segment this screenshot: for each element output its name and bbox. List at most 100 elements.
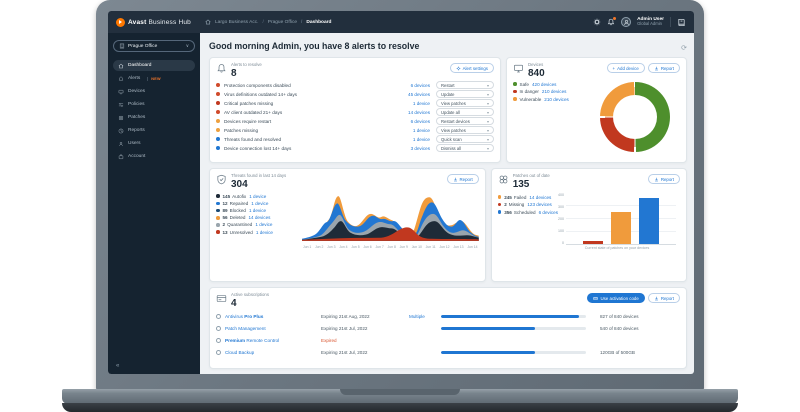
alert-row: Device connection lost 14+ days 3 device… (216, 144, 494, 153)
plus-icon: + (612, 65, 616, 71)
refresh-icon[interactable]: ⟳ (681, 45, 687, 52)
site-selector[interactable]: Prague Office ∨ (113, 40, 195, 52)
alert-action-select[interactable]: Dismiss all ▾ (436, 144, 494, 152)
devices-link[interactable]: 1 device (412, 127, 430, 133)
devices-link[interactable]: 1 device (251, 200, 269, 206)
gear-icon[interactable] (593, 18, 601, 26)
patch-icon (118, 115, 124, 120)
devices-link[interactable]: 420 devices (531, 81, 557, 87)
person-icon (623, 19, 629, 25)
alert-action-select[interactable]: Quick scan ▾ (436, 135, 494, 143)
avatar[interactable] (621, 17, 632, 27)
report-button[interactable]: Report (647, 293, 680, 303)
alert-action-select[interactable]: Restart ▾ (436, 81, 494, 89)
sidebar-collapse-button[interactable]: « (116, 363, 120, 369)
sliders-icon (118, 102, 124, 107)
devices-link[interactable]: 6 devices (410, 118, 430, 124)
usage-text: 827 of 840 devices (600, 313, 639, 319)
sidebar-item-label: Devices (128, 89, 146, 94)
usage-bar (441, 350, 600, 354)
devices-link[interactable]: 210 devices (544, 96, 569, 102)
devices-link[interactable]: 1 device (249, 193, 267, 199)
credit-card-icon (216, 295, 227, 302)
chevron-down-icon: ▾ (486, 145, 489, 151)
product-name[interactable]: Patch Management (225, 325, 266, 331)
notifications-bell-icon[interactable] (607, 17, 617, 26)
use-activation-code-button[interactable]: Use activation code (587, 293, 645, 303)
alerts-bell-icon (118, 76, 124, 80)
report-button[interactable]: Report (647, 63, 680, 73)
devices-link[interactable]: 1 device (412, 136, 430, 142)
devices-link[interactable]: 14 devices (408, 109, 430, 115)
devices-link[interactable]: 1 device (248, 208, 267, 214)
sidebar-item-policies[interactable]: Policies (113, 99, 195, 110)
legend-dot (497, 202, 502, 207)
devices-link[interactable]: 123 devices (527, 202, 552, 208)
alert-action-select[interactable]: View patches ▾ (436, 126, 494, 134)
breadcrumb: Largo Business Acc. Prague Office Dashbo… (205, 19, 331, 25)
legend-dot (216, 201, 220, 206)
devices-link[interactable]: 210 devices (541, 89, 567, 95)
threats-area-chart: Jun 1 Jun 2 Jun 3 Jun 4 Jun 5 Jun 6 Jun 7 Jun 8… (302, 192, 479, 249)
breadcrumb-site[interactable]: Prague Office (262, 20, 297, 25)
devices-link[interactable]: 1 device (255, 229, 273, 235)
usage-text: 120GB of 500GB (600, 349, 635, 355)
alert-action-select[interactable]: Update ▾ (436, 90, 494, 98)
devices-link[interactable]: 14 devices (248, 215, 271, 221)
monitor-icon (514, 64, 523, 73)
account-icon (118, 153, 124, 159)
report-button[interactable]: Report (647, 174, 680, 184)
devices-link[interactable]: 1 device (412, 100, 430, 106)
users-icon (119, 141, 123, 146)
app-screen: Avast Business Hub Largo Business Acc. P… (108, 11, 694, 374)
devices-link[interactable]: 45 devices (408, 91, 430, 97)
sidebar-item-label: Account (128, 154, 146, 159)
breadcrumb-account[interactable]: Largo Business Acc. (214, 19, 259, 25)
sidebar-item-alerts[interactable]: Alerts NEW (113, 73, 195, 84)
topbar: Avast Business Hub Largo Business Acc. P… (108, 11, 694, 33)
user-name: Admin User (637, 16, 664, 22)
sidebar-item-patches[interactable]: Patches (113, 112, 195, 123)
chevron-down-icon: ▾ (486, 109, 489, 115)
brand[interactable]: Avast Business Hub (116, 17, 191, 27)
devices-donut-chart (600, 81, 670, 152)
gear-icon (456, 66, 461, 70)
chevron-down-icon: ▾ (486, 127, 489, 133)
knowledge-base-icon[interactable] (677, 18, 686, 27)
alerts-count: 8 (231, 67, 237, 79)
alert-action-select[interactable]: Restart devices ▾ (436, 117, 494, 125)
sidebar-item-devices[interactable]: Devices (113, 86, 195, 97)
alert-action-select[interactable]: Update all ▾ (436, 108, 494, 116)
usage-bar (441, 326, 600, 330)
card-icon (593, 296, 599, 300)
alert-list: Protection components disabled 6 devices… (216, 81, 494, 153)
card-label: Threats found in last 14 days (231, 173, 287, 178)
sidebar-item-reports[interactable]: Reports (113, 125, 195, 136)
laptop-bottom-edge (62, 403, 738, 412)
devices-link[interactable]: 6 devices (538, 209, 558, 215)
devices-link[interactable]: 14 devices (529, 194, 552, 200)
product-name[interactable]: Cloud Backup (225, 349, 255, 355)
user-meta[interactable]: Admin User Global Admin (637, 17, 664, 27)
product-name[interactable]: Premium Remote Control (225, 337, 280, 343)
report-button[interactable]: Report (446, 174, 479, 184)
chevron-down-icon: ▾ (486, 136, 489, 142)
sidebar-item-dashboard[interactable]: Dashboard (113, 60, 195, 71)
alert-row: AV client outdated 21+ days 14 devices U… (216, 108, 494, 117)
alert-action-select[interactable]: View patches ▾ (436, 99, 494, 107)
sidebar-item-users[interactable]: Users (113, 138, 195, 149)
chevron-down-icon: ▾ (486, 100, 489, 106)
multiple-link[interactable]: Multiple (409, 313, 425, 319)
sidebar-item-label: Users (128, 141, 141, 146)
expiry-text: Expiring 21st Jul, 2022 (321, 325, 368, 331)
sidebar-item-account[interactable]: Account (113, 151, 195, 162)
add-device-button[interactable]: + Add device (606, 63, 645, 73)
devices-link[interactable]: 3 devices (410, 145, 430, 151)
subscription-row: Cloud Backup Expiring 21st Jul, 2022 120… (216, 348, 680, 357)
devices-link[interactable]: 6 devices (410, 82, 430, 88)
product-name[interactable]: Antivirus Pro Plus (225, 313, 264, 319)
chevron-down-icon: ▾ (486, 82, 489, 88)
alert-settings-button[interactable]: Alert settings (449, 63, 494, 73)
devices-link[interactable]: 1 device (255, 222, 273, 228)
